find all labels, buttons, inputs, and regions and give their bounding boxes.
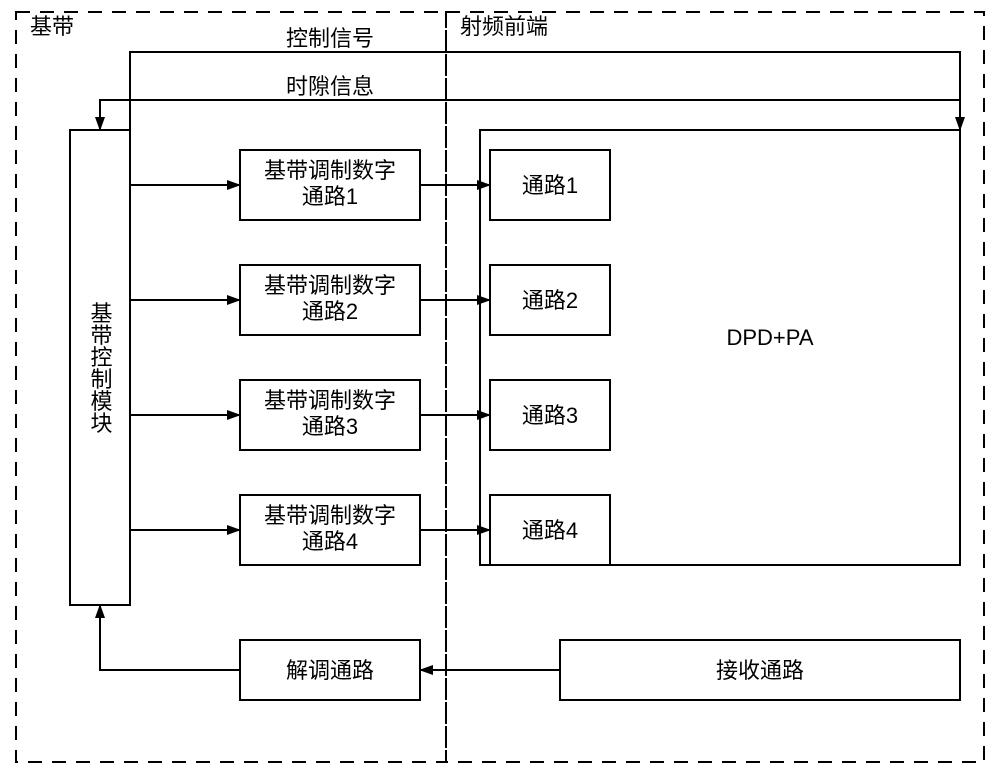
- control-module-label: 基带控制模块: [88, 302, 113, 434]
- dpd-label: DPD+PA: [726, 325, 813, 350]
- rx-label: 接收通路: [716, 658, 804, 683]
- slot-info-label: 时隙信息: [286, 74, 374, 99]
- dpd-ch-1-label: 通路1: [522, 173, 578, 198]
- arrow-demod-to-ctrl: [100, 605, 240, 670]
- control-signal-label: 控制信号: [286, 26, 374, 51]
- mod-ch-3-l2: 通路3: [302, 414, 358, 439]
- mod-ch-4-l2: 通路4: [302, 529, 358, 554]
- mod-ch-1-l1: 基带调制数字: [264, 158, 396, 183]
- rf-title: 射频前端: [460, 14, 548, 39]
- mod-ch-1-l2: 通路1: [302, 184, 358, 209]
- mod-ch-2-l1: 基带调制数字: [264, 273, 396, 298]
- dpd-ch-3-label: 通路3: [522, 403, 578, 428]
- dpd-ch-2-label: 通路2: [522, 288, 578, 313]
- mod-channels: 基带调制数字通路1基带调制数字通路2基带调制数字通路3基带调制数字通路4: [240, 150, 420, 565]
- mod-ch-3-l1: 基带调制数字: [264, 388, 396, 413]
- mod-ch-2-l2: 通路2: [302, 299, 358, 324]
- arrow-control-signal: [130, 52, 960, 130]
- dpd-ch-4-label: 通路4: [522, 518, 578, 543]
- demod-label: 解调通路: [286, 658, 374, 683]
- arrow-slot-info: [100, 100, 960, 130]
- mod-ch-4-l1: 基带调制数字: [264, 503, 396, 528]
- baseband-title: 基带: [30, 14, 74, 39]
